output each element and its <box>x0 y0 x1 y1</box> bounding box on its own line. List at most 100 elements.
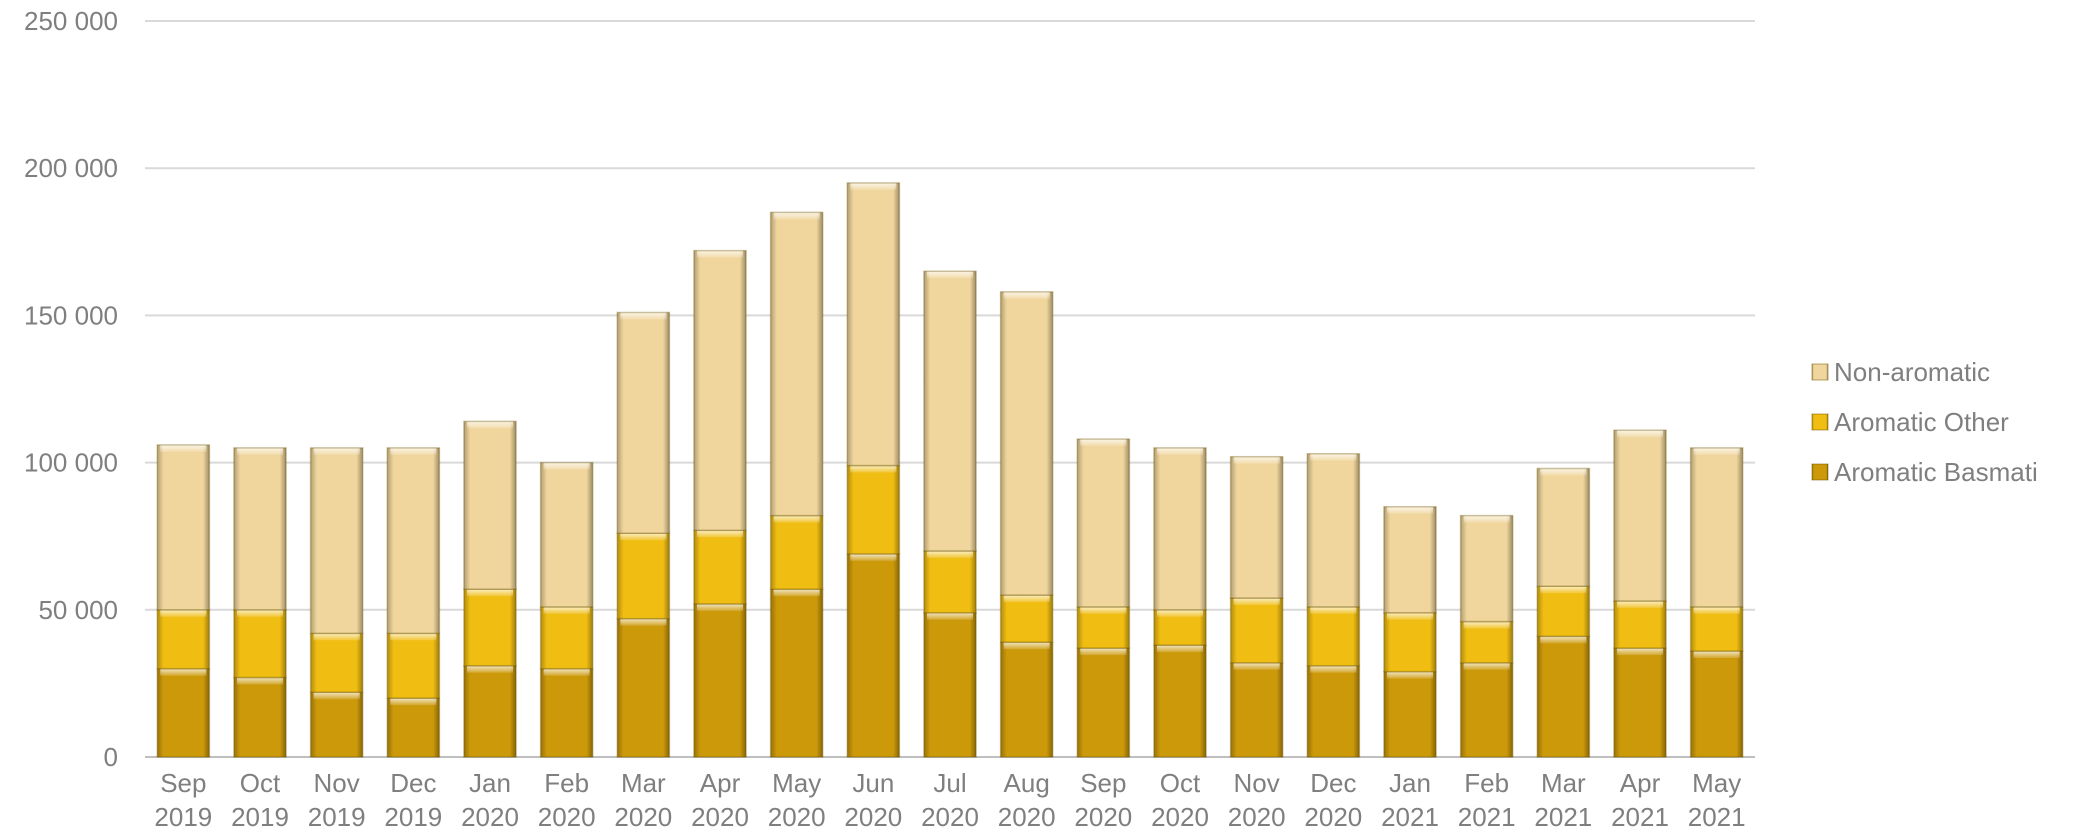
x-tick-label-month: Mar <box>621 768 666 798</box>
x-tick-label-month: Jan <box>1389 768 1431 798</box>
bar-segment-non-aromatic <box>156 444 211 611</box>
x-tick-label-year: 2020 <box>538 802 596 832</box>
x-tick-label-month: Dec <box>390 768 436 798</box>
legend-label: Aromatic Other <box>1834 407 2009 437</box>
x-tick-label-year: 2020 <box>1151 802 1209 832</box>
bar-segment-aromatic-basmati <box>233 676 287 758</box>
bar-segment-aromatic-other <box>1076 606 1131 649</box>
bar-segment-aromatic-basmati <box>1689 650 1744 758</box>
bar-segment-aromatic-basmati <box>693 603 747 758</box>
bar-segment-non-aromatic <box>1306 453 1361 608</box>
x-tick-label-month: Feb <box>544 768 589 798</box>
x-tick-label-month: Sep <box>1080 768 1126 798</box>
bar-segment-aromatic-basmati <box>1306 664 1361 758</box>
bar-segment-aromatic-other <box>1229 597 1284 664</box>
x-tick-label-year: 2020 <box>691 802 749 832</box>
bar-segment-aromatic-other <box>846 464 901 555</box>
bar-segment-aromatic-basmati <box>846 553 901 758</box>
x-tick-label-year: 2019 <box>384 802 442 832</box>
bar-segment-aromatic-other <box>616 532 671 620</box>
bar-segment-aromatic-basmati <box>769 588 824 758</box>
bar-segment-non-aromatic <box>1383 506 1437 614</box>
y-tick-label: 100 000 <box>24 448 118 478</box>
bar-segment-aromatic-other <box>1613 600 1667 649</box>
bar-segment-aromatic-basmati <box>1153 644 1207 758</box>
x-tick-label-year: 2020 <box>461 802 519 832</box>
bar-segment-aromatic-other <box>1536 585 1591 638</box>
bar-segment-aromatic-other <box>769 514 824 590</box>
x-tick-label-month: Dec <box>1310 768 1356 798</box>
x-tick-label-month: Sep <box>160 768 206 798</box>
bar-segment-non-aromatic <box>616 311 671 535</box>
x-tick-label-year: 2020 <box>1228 802 1286 832</box>
bar-segment-aromatic-basmati <box>309 691 364 758</box>
bar-segment-non-aromatic <box>233 447 287 611</box>
x-tick-label-month: Jan <box>469 768 511 798</box>
x-tick-label-year: 2021 <box>1611 802 1669 832</box>
legend-item-aromatic-other: Aromatic Other <box>1811 407 2009 437</box>
bar-segment-aromatic-basmati <box>923 611 977 758</box>
bar-segment-aromatic-basmati <box>616 617 671 758</box>
bar-segment-non-aromatic <box>463 420 517 590</box>
bar-segment-aromatic-other <box>463 588 517 667</box>
bar-segment-non-aromatic <box>769 211 824 517</box>
x-tick-label-month: Nov <box>1234 768 1280 798</box>
bar-segment-non-aromatic <box>693 249 747 532</box>
bar-segment-aromatic-other <box>386 632 441 699</box>
x-tick-label-year: 2021 <box>1458 802 1516 832</box>
bar-segment-aromatic-other <box>233 609 287 679</box>
x-tick-label-month: Oct <box>1160 768 1201 798</box>
y-axis-tick-labels: 0 50 000 100 000 150 000 200 000 250 000 <box>24 6 118 772</box>
x-tick-label-month: Aug <box>1004 768 1050 798</box>
bar-segment-non-aromatic <box>999 291 1054 596</box>
bar-segment-aromatic-other <box>999 594 1054 643</box>
bar-segment-non-aromatic <box>386 447 441 635</box>
bar-segment-aromatic-basmati <box>1613 647 1667 758</box>
legend: Non-aromatic Aromatic Other Aromatic Basma… <box>1811 357 2038 487</box>
x-tick-label-month: Mar <box>1541 768 1586 798</box>
bar-segment-aromatic-other <box>923 550 977 614</box>
bar-segment-non-aromatic <box>1153 447 1207 611</box>
bar-segment-non-aromatic <box>846 182 901 467</box>
bar-segment-aromatic-other <box>539 606 594 670</box>
x-tick-label-year: 2021 <box>1688 802 1746 832</box>
x-tick-label-year: 2020 <box>998 802 1056 832</box>
x-tick-label-year: 2020 <box>921 802 979 832</box>
bar-segment-aromatic-other <box>1153 609 1207 646</box>
legend-item-aromatic-basmati: Aromatic Basmati <box>1811 457 2038 487</box>
y-tick-label: 150 000 <box>24 300 118 330</box>
bar-segment-aromatic-basmati <box>539 667 594 758</box>
x-tick-label-month: Jul <box>933 768 966 798</box>
bar-segment-aromatic-other <box>1383 611 1437 673</box>
y-tick-label: 200 000 <box>24 153 118 183</box>
bar-segment-aromatic-basmati <box>1229 662 1284 758</box>
y-tick-label: 0 <box>104 742 118 772</box>
legend-item-non-aromatic: Non-aromatic <box>1811 357 1990 387</box>
bar-segment-aromatic-other <box>1306 606 1361 667</box>
bar-segment-aromatic-basmati <box>386 697 441 758</box>
bar-segment-non-aromatic <box>1689 447 1744 608</box>
bar-segment-non-aromatic <box>1076 438 1131 608</box>
bar-segment-aromatic-other <box>693 529 747 605</box>
x-tick-label-month: Oct <box>240 768 281 798</box>
x-tick-label-year: 2020 <box>844 802 902 832</box>
x-tick-label-year: 2019 <box>154 802 212 832</box>
x-tick-label-month: Nov <box>314 768 360 798</box>
x-tick-label-year: 2019 <box>308 802 366 832</box>
x-tick-label-year: 2020 <box>768 802 826 832</box>
legend-label: Non-aromatic <box>1834 357 1990 387</box>
bar-segment-non-aromatic <box>309 447 364 635</box>
bar-segment-aromatic-basmati <box>1383 670 1437 758</box>
bar-segment-aromatic-basmati <box>1459 662 1514 758</box>
bar-segment-non-aromatic <box>1536 467 1591 587</box>
x-tick-label-year: 2019 <box>231 802 289 832</box>
x-tick-label-month: Apr <box>1620 768 1661 798</box>
x-tick-label-year: 2020 <box>1304 802 1362 832</box>
bar-segment-aromatic-other <box>1689 606 1744 652</box>
x-tick-label-month: Feb <box>1464 768 1509 798</box>
bar-segment-aromatic-basmati <box>999 641 1054 758</box>
bar-segment-aromatic-basmati <box>1536 635 1591 758</box>
bar-segment-aromatic-basmati <box>463 664 517 758</box>
x-tick-label-month: May <box>1692 768 1741 798</box>
